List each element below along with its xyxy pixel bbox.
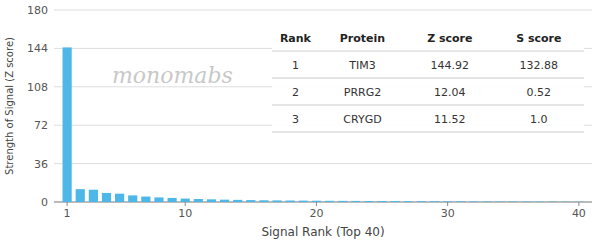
- table-cell: 1: [292, 59, 299, 72]
- bar: [233, 200, 242, 202]
- bar: [325, 201, 334, 202]
- table-cell: PRRG2: [344, 86, 381, 99]
- bar: [154, 197, 163, 202]
- table-header: Z score: [427, 32, 472, 45]
- bar: [522, 201, 531, 202]
- table-background: [272, 24, 584, 132]
- x-tick-label: 10: [178, 207, 192, 220]
- table-cell: 1.0: [530, 113, 548, 126]
- bar: [417, 201, 426, 202]
- bar: [482, 201, 491, 202]
- x-tick-label: 40: [572, 207, 586, 220]
- y-tick-label: 0: [41, 196, 48, 209]
- grid-line: [54, 10, 592, 11]
- bar: [377, 201, 386, 202]
- y-tick-label: 180: [27, 4, 48, 17]
- bar: [338, 201, 347, 202]
- table-separator: [272, 105, 584, 106]
- bar: [469, 201, 478, 202]
- bar: [259, 200, 268, 202]
- bar: [456, 201, 465, 202]
- table: Rank Protein Z score S score 1 TIM3 144.92 132.…: [272, 24, 584, 132]
- bar: [246, 200, 255, 202]
- bar: [207, 199, 216, 202]
- table-cell: 144.92: [431, 59, 470, 72]
- bar: [141, 197, 150, 202]
- bar: [391, 201, 400, 202]
- y-tick-label: 108: [27, 81, 48, 94]
- chart: 0 36 72 108 144 180 1 10 20 30 40 monomabs Signal Ra…: [0, 0, 600, 242]
- x-axis-label: Signal Rank (Top 40): [261, 225, 384, 239]
- bar: [561, 201, 570, 202]
- table-cell: 132.88: [520, 59, 559, 72]
- bar: [89, 190, 98, 202]
- bar: [496, 201, 505, 202]
- bar: [364, 201, 373, 202]
- bar: [76, 189, 85, 202]
- bar: [443, 201, 452, 202]
- table-cell: CRYGD: [343, 113, 381, 126]
- bar: [128, 195, 137, 202]
- grid-line: [54, 163, 592, 164]
- watermark: monomabs: [112, 63, 233, 88]
- y-tick-label: 144: [27, 42, 48, 55]
- bar: [404, 201, 413, 202]
- bar: [220, 200, 229, 202]
- table-separator: [272, 51, 584, 52]
- bar: [351, 201, 360, 202]
- bar: [115, 194, 124, 202]
- bar: [286, 201, 295, 202]
- table-separator: [272, 78, 584, 79]
- bar: [509, 201, 518, 202]
- table-cell: 12.04: [434, 86, 466, 99]
- x-tick: [578, 202, 579, 206]
- x-tick: [185, 202, 186, 206]
- x-tick-label: 20: [309, 207, 323, 220]
- table-cell: TIM3: [348, 59, 375, 72]
- bar: [548, 201, 557, 202]
- y-tick-label: 72: [34, 119, 48, 132]
- table-cell: 3: [292, 113, 299, 126]
- bar: [102, 193, 111, 202]
- grid: [54, 10, 592, 202]
- bar: [272, 200, 281, 202]
- table-header: Rank: [280, 32, 312, 45]
- x-tick-label: 1: [64, 207, 71, 220]
- x-tick: [67, 202, 68, 206]
- x-tick: [447, 202, 448, 206]
- bar: [63, 47, 72, 202]
- bar: [312, 201, 321, 202]
- x-tick: [316, 202, 317, 206]
- bar: [299, 201, 308, 202]
- y-axis-label: Strength of Signal (Z score): [4, 37, 15, 175]
- table-cell: 2: [292, 86, 299, 99]
- bar: [194, 199, 203, 202]
- table-cell: 11.52: [434, 113, 466, 126]
- table-separator: [272, 132, 584, 133]
- table-header: S score: [516, 32, 561, 45]
- bar: [430, 201, 439, 202]
- bar: [168, 198, 177, 202]
- table-cell: 0.52: [527, 86, 552, 99]
- y-tick-label: 36: [34, 158, 48, 171]
- bar: [574, 201, 583, 202]
- bar: [535, 201, 544, 202]
- table-header: Protein: [340, 32, 385, 45]
- x-tick-label: 30: [441, 207, 455, 220]
- bar: [181, 199, 190, 202]
